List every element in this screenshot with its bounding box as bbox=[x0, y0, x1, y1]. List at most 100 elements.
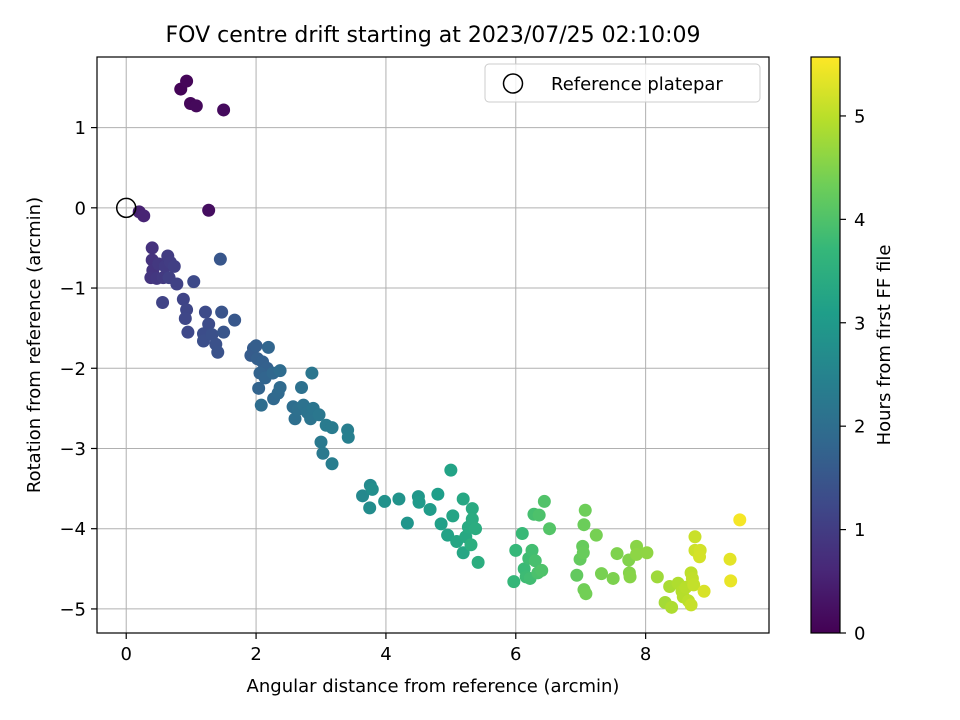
colorbar-label: Hours from first FF file bbox=[874, 245, 895, 446]
data-point bbox=[252, 381, 266, 395]
data-point bbox=[316, 446, 330, 460]
data-point bbox=[156, 295, 170, 309]
data-point bbox=[434, 517, 448, 531]
data-point bbox=[537, 494, 551, 508]
y-tick-label: −4 bbox=[59, 519, 86, 540]
data-point bbox=[202, 317, 216, 331]
x-tick-label: 6 bbox=[510, 644, 521, 665]
data-point bbox=[469, 522, 483, 536]
legend: Reference platepar bbox=[484, 63, 761, 103]
data-point bbox=[441, 528, 455, 542]
data-point bbox=[570, 568, 584, 582]
data-point bbox=[217, 325, 231, 339]
y-tick-label: −5 bbox=[59, 599, 86, 620]
data-point bbox=[693, 550, 707, 564]
data-point bbox=[733, 513, 747, 527]
data-point bbox=[254, 398, 268, 412]
data-point bbox=[325, 457, 339, 471]
y-tick-label: −1 bbox=[59, 279, 86, 300]
data-point bbox=[723, 552, 737, 566]
data-point bbox=[215, 305, 229, 319]
colorbar-tick-label: 5 bbox=[854, 106, 865, 127]
legend-box bbox=[484, 63, 761, 103]
data-point bbox=[640, 546, 654, 560]
data-point bbox=[213, 252, 227, 266]
data-point bbox=[170, 277, 184, 291]
data-point bbox=[684, 598, 698, 612]
data-point bbox=[532, 508, 546, 522]
data-point bbox=[198, 305, 212, 319]
data-point bbox=[261, 340, 275, 354]
data-point bbox=[471, 555, 485, 569]
y-axis-label: Rotation from reference (arcmin) bbox=[24, 197, 45, 493]
data-point bbox=[465, 502, 479, 516]
data-point bbox=[543, 522, 557, 536]
data-point bbox=[456, 492, 470, 506]
data-point bbox=[392, 492, 406, 506]
data-point bbox=[576, 546, 590, 560]
data-point bbox=[456, 546, 470, 560]
colorbar-tick-label: 2 bbox=[854, 417, 865, 438]
reference-point-marker bbox=[115, 197, 137, 219]
data-point bbox=[217, 103, 231, 117]
data-point bbox=[137, 209, 151, 223]
data-point bbox=[228, 313, 242, 327]
colorbar bbox=[810, 56, 841, 634]
data-point bbox=[273, 364, 287, 378]
legend-reference-label: Reference platepar bbox=[551, 74, 723, 95]
data-point bbox=[189, 99, 203, 113]
data-point bbox=[507, 575, 521, 589]
data-point bbox=[578, 503, 592, 517]
data-point bbox=[509, 543, 523, 557]
x-tick-label: 4 bbox=[380, 644, 391, 665]
data-point bbox=[528, 554, 542, 568]
data-points bbox=[115, 74, 747, 614]
data-point bbox=[178, 312, 192, 326]
data-point bbox=[610, 547, 624, 561]
data-point bbox=[589, 528, 603, 542]
colorbar-tick-label: 4 bbox=[854, 210, 865, 231]
y-tick-label: 1 bbox=[75, 118, 86, 139]
data-point bbox=[423, 502, 437, 516]
data-point bbox=[180, 74, 194, 88]
x-axis-label: Angular distance from reference (arcmin) bbox=[247, 676, 620, 697]
data-point bbox=[623, 570, 637, 584]
data-point bbox=[630, 547, 644, 561]
x-tick-label: 8 bbox=[640, 644, 651, 665]
data-point bbox=[356, 489, 370, 503]
data-point bbox=[535, 563, 549, 577]
y-tick-label: −3 bbox=[59, 439, 86, 460]
data-point bbox=[400, 516, 414, 530]
data-point bbox=[363, 501, 377, 515]
plot-frame bbox=[96, 56, 770, 634]
data-point bbox=[273, 381, 287, 395]
colorbar-ticks: 0 1 2 3 4 5 bbox=[840, 106, 865, 645]
data-point bbox=[211, 345, 225, 359]
data-point bbox=[525, 543, 539, 557]
data-point bbox=[577, 518, 591, 532]
data-point bbox=[431, 487, 445, 501]
colorbar-tick-label: 0 bbox=[854, 624, 865, 645]
data-point bbox=[181, 325, 195, 339]
data-point bbox=[145, 241, 159, 255]
chart-title: FOV centre drift starting at 2023/07/25 … bbox=[166, 23, 701, 48]
data-point bbox=[446, 509, 460, 523]
data-point bbox=[176, 292, 190, 306]
x-axis-ticks: 0 2 4 6 8 bbox=[120, 633, 651, 665]
data-point bbox=[464, 538, 478, 552]
data-point bbox=[687, 578, 701, 592]
y-tick-label: 0 bbox=[75, 198, 86, 219]
data-point bbox=[341, 430, 355, 444]
data-point bbox=[665, 600, 679, 614]
data-point bbox=[167, 259, 181, 273]
data-point bbox=[295, 381, 309, 395]
data-point bbox=[650, 570, 664, 584]
data-point bbox=[594, 567, 608, 581]
data-point bbox=[412, 495, 426, 509]
data-point bbox=[202, 203, 216, 217]
data-point bbox=[305, 366, 319, 380]
data-point bbox=[688, 530, 702, 544]
x-tick-label: 0 bbox=[120, 644, 131, 665]
y-tick-label: −2 bbox=[59, 359, 86, 380]
